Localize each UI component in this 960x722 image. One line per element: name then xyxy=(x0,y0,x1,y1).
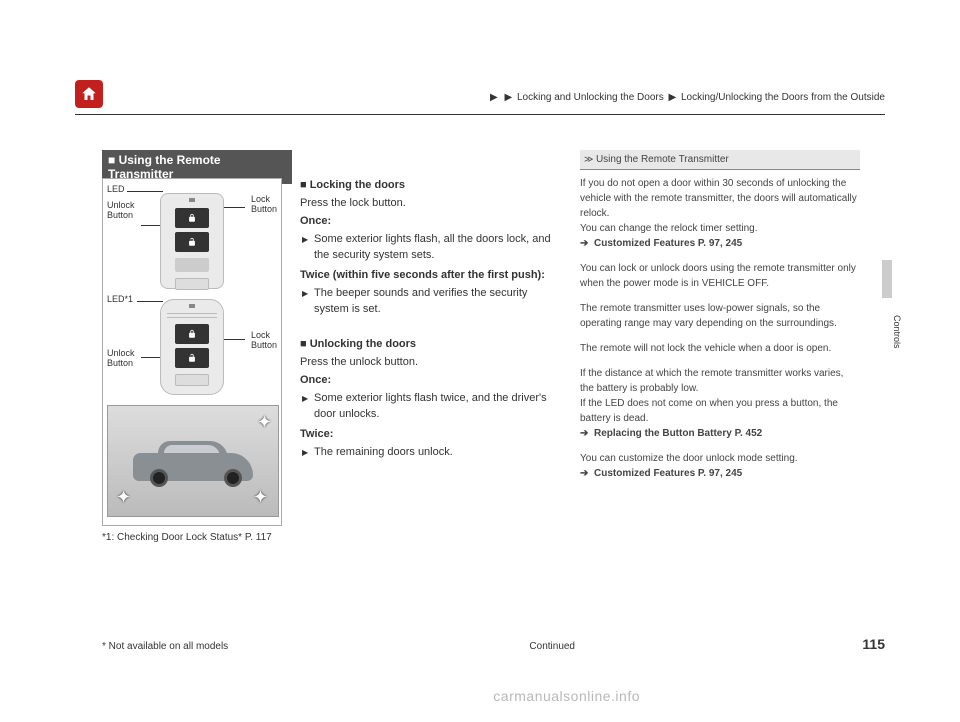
ref-customized-1: Customized Features P. 97, 245 xyxy=(594,238,742,249)
home-icon[interactable] xyxy=(75,80,103,108)
unlock-once-text: Some exterior lights flash twice, and th… xyxy=(300,391,560,423)
lead-line xyxy=(137,301,163,302)
once-label: Once: xyxy=(300,215,331,227)
chevron-right-icon: ▶ xyxy=(490,92,498,103)
footnote-models: * Not available on all models xyxy=(102,641,228,652)
led-label: LED xyxy=(107,185,125,195)
remote-diagram-box: LED Unlock Button Lock Button LED*1 Unlo… xyxy=(102,178,282,526)
unlock-press: Press the unlock button. xyxy=(300,355,560,371)
fob-aux-button xyxy=(175,258,209,272)
twice-label: Twice (within five seconds after the fir… xyxy=(300,269,545,281)
footer: * Not available on all models Continued … xyxy=(102,641,885,652)
fob-led xyxy=(189,304,195,308)
note-p4: The remote will not lock the vehicle whe… xyxy=(580,341,860,356)
fob-unlock-button xyxy=(175,232,209,252)
section-title: Using the Remote Transmitter xyxy=(108,153,221,181)
chevron-right-icon: ▶ xyxy=(504,92,512,103)
note-p3: The remote transmitter uses low-power si… xyxy=(580,301,860,331)
lock-once-text: Some exterior lights flash, all the door… xyxy=(300,232,560,264)
section-tab-label: Controls xyxy=(892,315,902,349)
car-illustration: ✦ ✦ ✦ xyxy=(107,405,279,517)
unlock-twice-label: Twice: xyxy=(300,428,333,440)
fob-lock-button xyxy=(175,324,209,344)
lock-button-label-2: Lock Button xyxy=(251,331,277,351)
lock-twice-text: The beeper sounds and verifies the secur… xyxy=(300,286,560,318)
breadcrumb-1: Locking and Unlocking the Doors xyxy=(517,92,664,103)
fob-hold-button xyxy=(175,278,209,290)
lead-line xyxy=(221,339,245,340)
note-p1: If you do not open a door within 30 seco… xyxy=(580,178,857,219)
note-p1b: You can change the relock timer setting. xyxy=(580,223,758,234)
note-p6: You can customize the door unlock mode s… xyxy=(580,453,798,464)
unlock-once-label: Once: xyxy=(300,374,331,386)
fob-led xyxy=(189,198,195,202)
footnote-link: *1: Checking Door Lock Status* P. 117 xyxy=(102,532,282,543)
continued-label: Continued xyxy=(529,641,575,652)
lock-press: Press the lock button. xyxy=(300,196,560,212)
unlock-button-label-2: Unlock Button xyxy=(107,349,135,369)
watermark: carmanualsonline.info xyxy=(493,688,640,704)
flash-icon: ✦ xyxy=(253,487,268,508)
note-p2: You can lock or unlock doors using the r… xyxy=(580,261,860,291)
diagram-column: LED Unlock Button Lock Button LED*1 Unlo… xyxy=(102,178,282,543)
sidebar-header: Using the Remote Transmitter xyxy=(580,150,860,170)
fob-unlock-button xyxy=(175,348,209,368)
key-fob-2 xyxy=(160,299,224,395)
flash-icon: ✦ xyxy=(116,487,131,508)
lead-line xyxy=(221,207,245,208)
fob-lock-button xyxy=(175,208,209,228)
breadcrumb-2: Locking/Unlocking the Doors from the Out… xyxy=(681,92,885,103)
ref-battery: Replacing the Button Battery P. 452 xyxy=(594,428,762,439)
locking-heading: Locking the doors xyxy=(300,178,560,194)
flash-icon: ✦ xyxy=(257,412,272,433)
breadcrumb: ▶ ▶ Locking and Unlocking the Doors ▶ Lo… xyxy=(488,92,885,103)
fob-hold-button xyxy=(175,374,209,386)
unlocking-heading: Unlocking the doors xyxy=(300,337,560,353)
body-text-column: Locking the doors Press the lock button.… xyxy=(300,178,560,465)
section-tab xyxy=(882,260,892,298)
page-number: 115 xyxy=(862,636,885,652)
header-rule xyxy=(75,114,885,115)
lock-button-label: Lock Button xyxy=(251,195,277,215)
lead-line xyxy=(127,191,163,192)
unlock-twice-text: The remaining doors unlock. xyxy=(300,445,560,461)
ref-customized-2: Customized Features P. 97, 245 xyxy=(594,468,742,479)
fob-divider xyxy=(167,314,217,318)
key-fob-1 xyxy=(160,193,224,289)
note-p5b: If the LED does not come on when you pre… xyxy=(580,398,838,424)
unlock-button-label: Unlock Button xyxy=(107,201,135,221)
sidebar-notes: Using the Remote Transmitter If you do n… xyxy=(580,150,860,491)
chevron-right-icon: ▶ xyxy=(669,92,677,103)
led-star-label: LED*1 xyxy=(107,295,133,305)
note-p5: If the distance at which the remote tran… xyxy=(580,368,843,394)
